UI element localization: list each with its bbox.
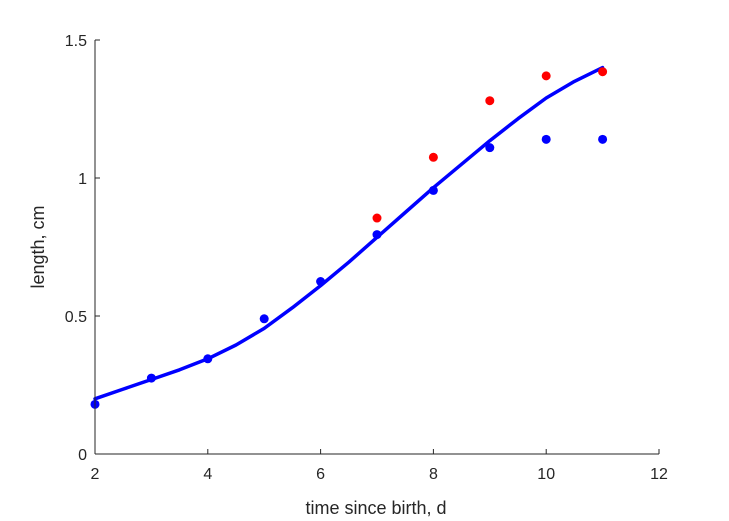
x-tick-label: 4 <box>203 466 212 483</box>
blue-data-point <box>316 277 326 286</box>
x-tick-label: 6 <box>316 466 325 483</box>
blue-data-point <box>485 143 495 153</box>
red-data-point <box>428 152 438 162</box>
x-tick-label: 8 <box>429 466 438 483</box>
blue-data-point <box>203 354 213 364</box>
blue-data-point <box>428 185 438 195</box>
x-tick-label: 10 <box>537 466 555 483</box>
x-tick-label: 12 <box>650 466 668 483</box>
x-axis-title: time since birth, d <box>305 498 446 518</box>
x-tick-label: 2 <box>91 466 100 483</box>
blue-data-point <box>598 134 608 144</box>
y-tick-label: 1 <box>78 171 87 188</box>
y-tick-label: 0 <box>78 447 87 464</box>
red-data-point <box>372 213 382 223</box>
fit-line <box>93 65 605 401</box>
red-data-point <box>598 67 608 77</box>
blue-data-point <box>372 230 382 240</box>
blue-data-point <box>146 373 156 383</box>
plot-area <box>90 65 608 409</box>
blue-data-point <box>259 314 269 324</box>
y-tick-label: 0.5 <box>65 309 87 326</box>
y-axis-title: length, cm <box>28 205 48 288</box>
blue-data-point <box>541 134 551 144</box>
axes: 2 4 6 8 10 12 0 0.5 1 1.5 <box>65 33 668 483</box>
red-data-point <box>541 71 551 81</box>
red-data-point <box>485 96 495 106</box>
y-tick-label: 1.5 <box>65 33 87 50</box>
